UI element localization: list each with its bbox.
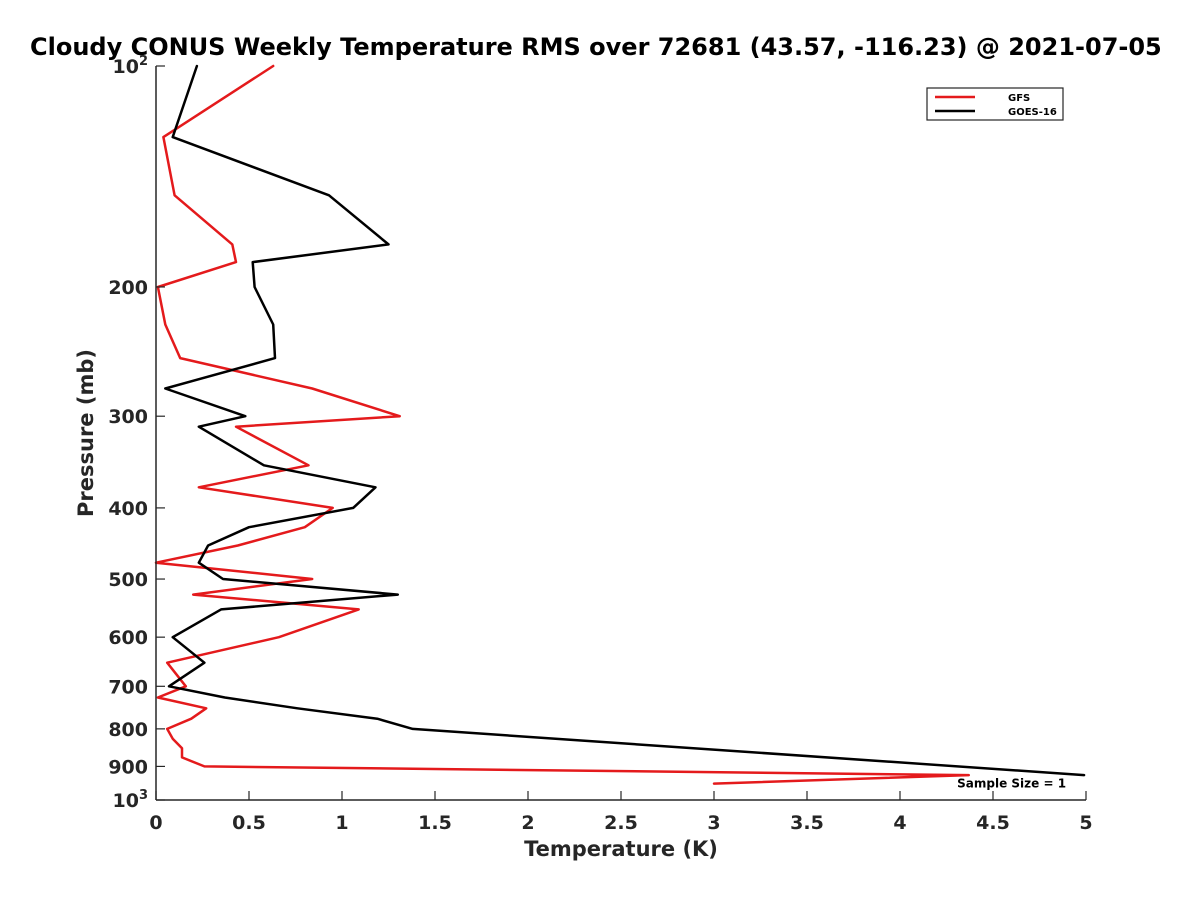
x-tick-label: 5 <box>1079 812 1092 834</box>
x-tick-label: 4 <box>893 812 906 834</box>
x-tick-label: 3.5 <box>790 812 824 834</box>
x-tick-label: 0.5 <box>232 812 266 834</box>
legend-label-gfs: GFS <box>1008 93 1030 104</box>
x-tick-label: 2 <box>521 812 534 834</box>
x-tick-label: 4.5 <box>976 812 1010 834</box>
x-tick-label: 1 <box>335 812 348 834</box>
sample-size-annotation: Sample Size = 1 <box>957 777 1066 791</box>
x-tick-label: 3 <box>707 812 720 834</box>
y-tick-label: 500 <box>108 569 148 591</box>
x-tick-label: 1.5 <box>418 812 452 834</box>
legend-box <box>926 87 1064 121</box>
y-tick-exponent: 2 <box>139 54 148 69</box>
y-tick-label: 700 <box>108 676 148 698</box>
y-tick-label: 600 <box>108 627 148 649</box>
x-tick-label: 2.5 <box>604 812 638 834</box>
y-axis-label: Pressure (mb) <box>74 349 98 517</box>
y-tick-label: 900 <box>108 756 148 778</box>
x-tick-label: 0 <box>149 812 162 834</box>
series-line-goes-16 <box>164 64 1086 777</box>
y-tick-label: 300 <box>108 406 148 428</box>
x-ticks: 0 0.5 1 1.5 2 2.5 3 3.5 4 4.5 5 <box>149 791 1093 834</box>
x-axis-label: Temperature (K) <box>524 837 718 861</box>
legend: GFS GOES-16 <box>926 87 1064 121</box>
y-tick-exponent: 3 <box>139 788 148 803</box>
y-tick-label: 800 <box>108 719 148 741</box>
y-tick-label: 200 <box>108 277 148 299</box>
legend-label-goes16: GOES-16 <box>1008 107 1057 118</box>
y-tick-label: 400 <box>108 498 148 520</box>
chart-title: Cloudy CONUS Weekly Temperature RMS over… <box>30 33 1162 61</box>
